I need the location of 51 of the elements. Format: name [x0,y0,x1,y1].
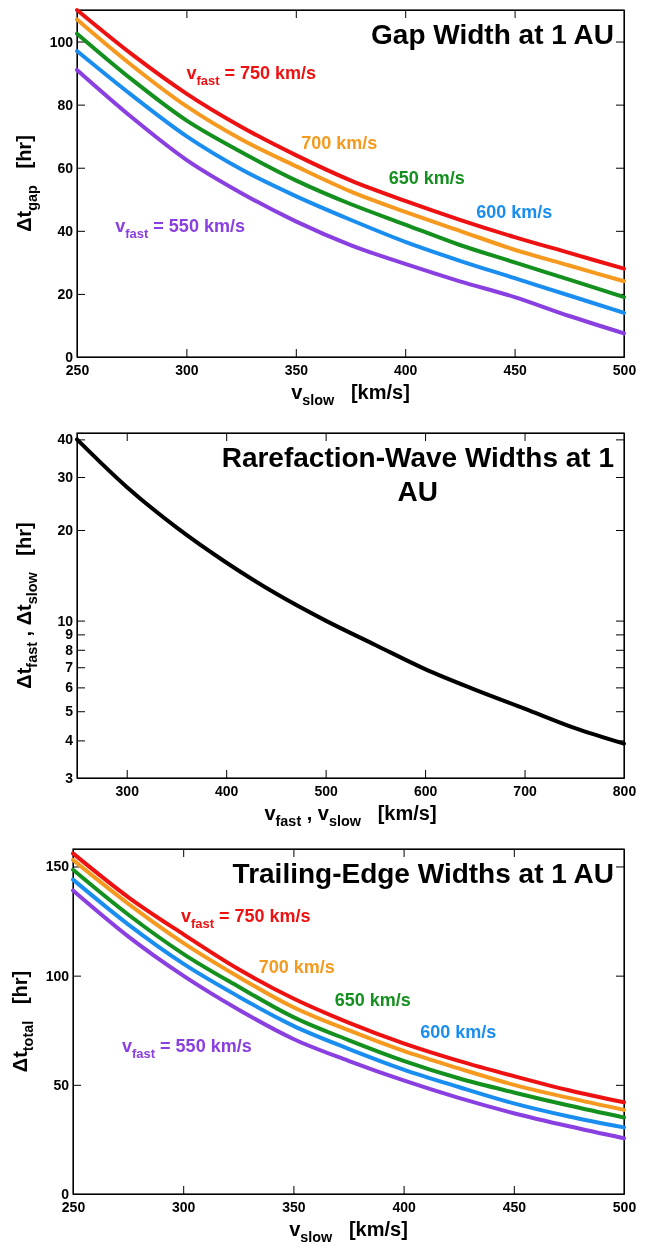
series-label: 650 km/s [334,989,411,1010]
series-label: 700 km/s [301,132,378,153]
series-label: 600 km/s [420,1022,497,1043]
chart-title: Trailing-Edge Widths at 1 AU [232,858,614,889]
x-tick-label: 800 [612,782,637,799]
x-tick-label: 450 [502,1198,527,1215]
x-tick-label: 700 [513,782,537,799]
y-tick-label: 20 [57,521,74,538]
x-tick-label: 350 [284,361,309,378]
series-label: 700 km/s [258,957,335,978]
y-tick-label: 5 [65,703,74,720]
x-tick-label: 500 [612,361,637,378]
x-tick-label: 300 [172,1198,196,1215]
x-tick-label: 300 [175,361,199,378]
series-label: v$_{fast}$ = 750 km/s [186,63,317,89]
x-axis-title: v$_{slow}$ [km/s] [289,1218,408,1246]
series-label: v$_{fast}$ = 550 km/s [122,1035,252,1061]
series-label: 650 km/s [388,167,465,188]
y-tick-label: 9 [65,626,74,643]
text: Rarefaction-Wave Widths at 1 AU [221,442,614,507]
y-tick-label: 50 [53,1076,70,1093]
y-tick-label: 8 [65,641,74,658]
series-label: v$_{fast}$ = 750 km/s [181,906,311,931]
x-tick-label: 500 [612,1198,637,1215]
y-tick-label: 10 [57,612,74,629]
x-tick-label: 300 [115,782,140,799]
x-tick-label: 400 [215,782,239,799]
x-tick-label: 400 [394,361,418,378]
x-tick-label: 600 [413,782,438,799]
x-axis-title: v$_{slow}$ [km/s] [291,381,410,409]
x-axis-title: v$_{fast}$ , v$_{slow}$ [km/s] [264,802,437,830]
chart-title: Gap Width at 1 AU [371,19,614,50]
y-tick-label: 60 [57,159,74,176]
y-tick-label: 20 [57,285,74,302]
text: 600 km/s [476,202,553,223]
y-tick-label: 40 [57,222,74,239]
x-tick-label: 450 [503,361,527,378]
series-label: v$_{fast}$ = 550 km/s [115,216,245,241]
y-tick-label: 4 [65,732,74,749]
y-tick-label: 100 [49,33,74,50]
y-tick-label: 30 [57,468,74,485]
y-tick-label: 100 [45,967,70,984]
y-tick-label: 40 [57,431,74,448]
x-tick-label: 500 [314,782,339,799]
x-tick-label: 350 [282,1198,306,1215]
x-tick-label: 400 [392,1198,416,1215]
y-tick-label: 80 [57,96,74,113]
y-tick-label: 3 [65,769,74,786]
y-tick-label: 7 [65,659,74,676]
y-tick-label: 6 [65,679,74,696]
y-tick-label: 150 [45,858,70,875]
